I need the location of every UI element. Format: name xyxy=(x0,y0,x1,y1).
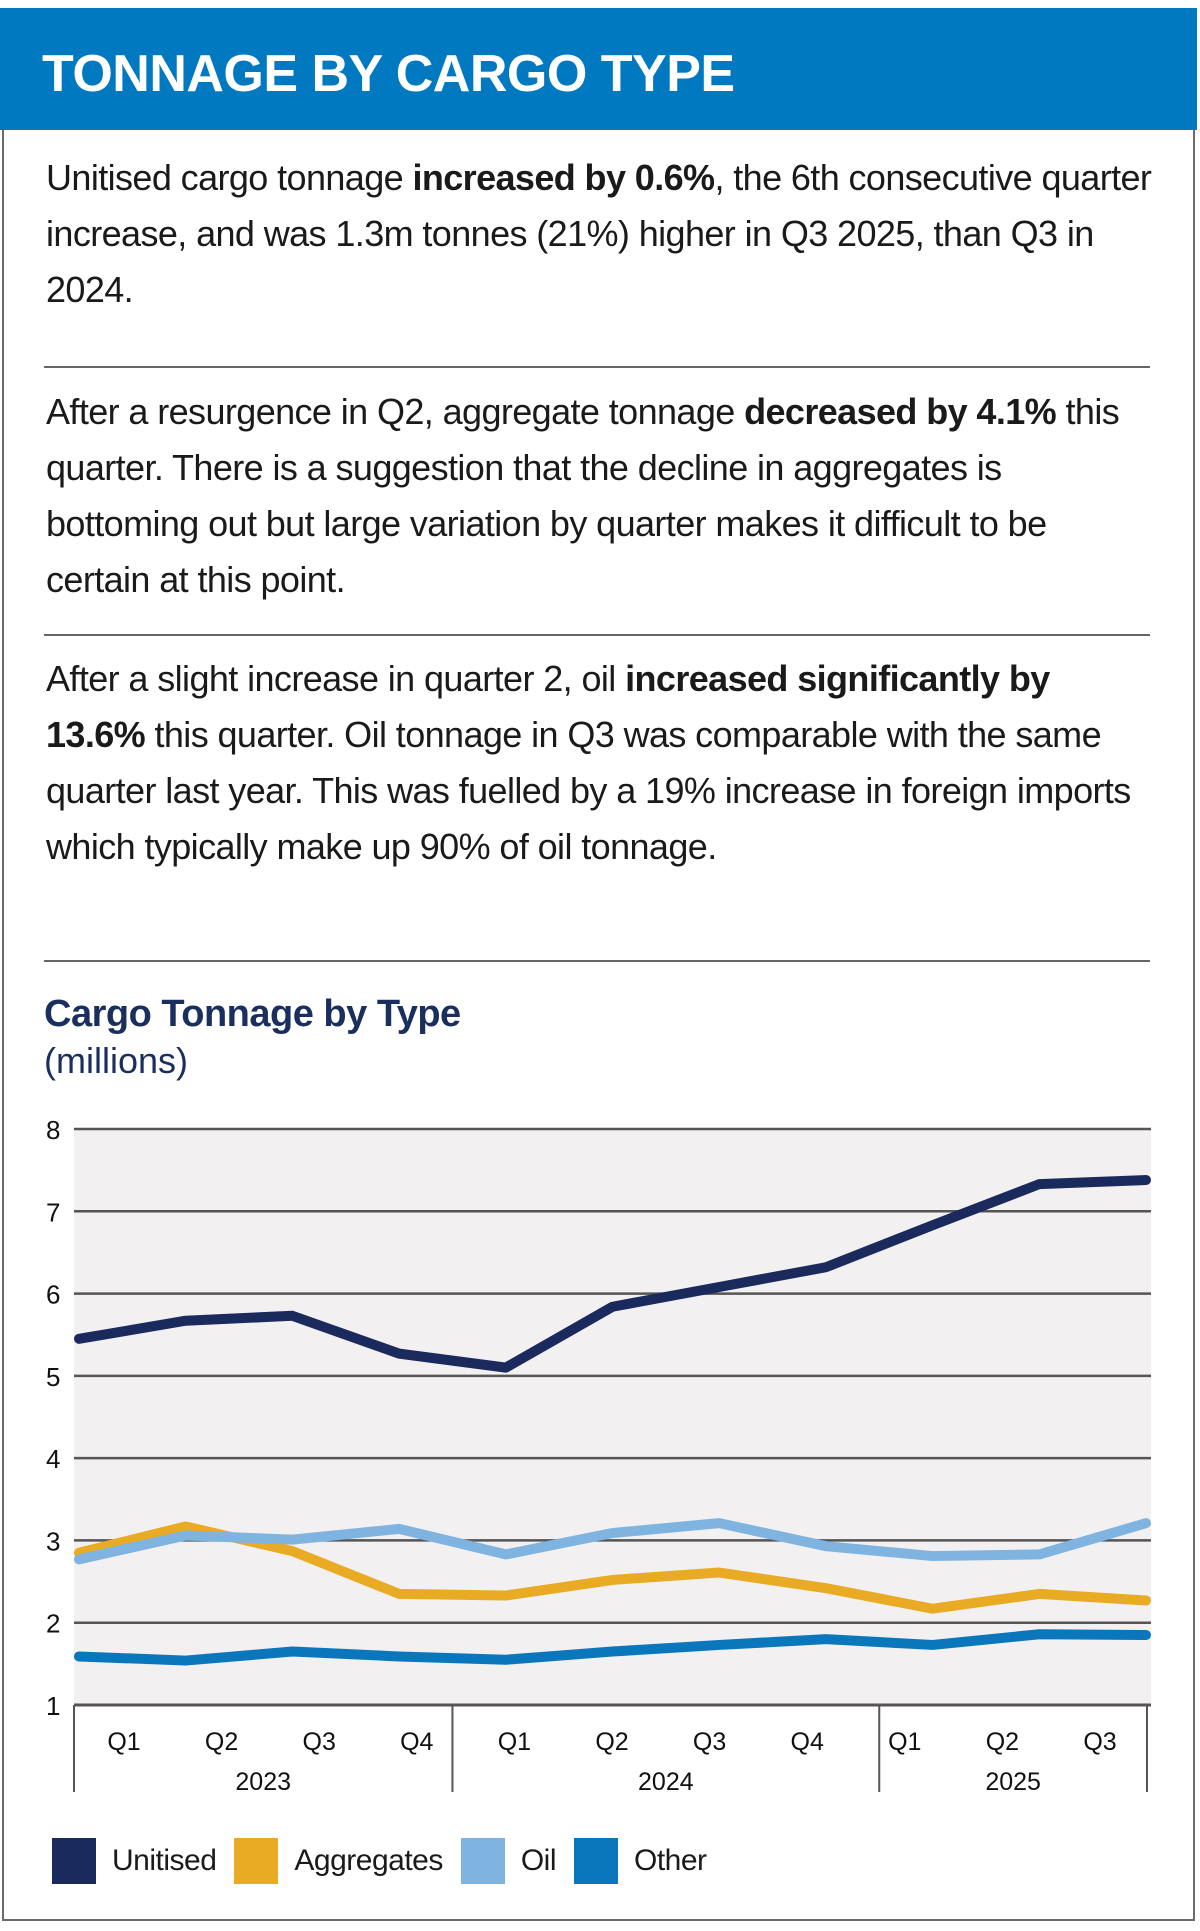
x-tick-label: Q4 xyxy=(400,1728,433,1756)
body-text: this quarter. There is a suggestion that… xyxy=(46,391,1120,600)
panel-header: TONNAGE BY CARGO TYPE xyxy=(0,8,1197,130)
divider xyxy=(44,366,1150,368)
x-tick-label: Q2 xyxy=(595,1728,628,1756)
y-tick-label: 7 xyxy=(46,1197,60,1227)
legend-item-other: Other xyxy=(574,1838,707,1884)
x-tick-label: Q3 xyxy=(693,1728,726,1756)
chart-title: Cargo Tonnage by Type xyxy=(44,993,461,1035)
paragraph-oil: After a slight increase in quarter 2, oi… xyxy=(46,651,1156,875)
plot-area xyxy=(74,1129,1151,1705)
body-text: After a resurgence in Q2, aggregate tonn… xyxy=(46,391,745,432)
legend-item-aggregates: Aggregates xyxy=(234,1838,443,1884)
legend-label: Unitised xyxy=(112,1844,217,1877)
chart-legend: Unitised Aggregates Oil Other xyxy=(52,1838,725,1884)
body-text: After a slight increase in quarter 2, oi… xyxy=(46,658,626,699)
y-tick-label: 3 xyxy=(46,1526,60,1556)
divider xyxy=(44,634,1150,636)
legend-swatch xyxy=(52,1838,96,1884)
y-tick-label: 5 xyxy=(46,1362,60,1392)
body-text: , the 6th consecutive quarter increase, … xyxy=(46,157,1152,310)
y-tick-label: 6 xyxy=(46,1280,60,1310)
legend-item-oil: Oil xyxy=(460,1838,557,1884)
legend-item-unitised: Unitised xyxy=(52,1838,217,1884)
y-tick-label: 2 xyxy=(46,1609,60,1639)
x-tick-label: Q3 xyxy=(303,1728,336,1756)
highlight-text: increased significantly by 13.6% xyxy=(46,658,1050,755)
legend-label: Aggregates xyxy=(294,1844,443,1877)
legend-label: Oil xyxy=(520,1844,557,1877)
x-year-label: 2025 xyxy=(985,1768,1041,1796)
panel-title: TONNAGE BY CARGO TYPE xyxy=(42,45,735,103)
x-tick-label: Q2 xyxy=(205,1728,238,1756)
y-tick-label: 8 xyxy=(46,1115,60,1145)
x-tick-label: Q2 xyxy=(986,1728,1019,1756)
x-tick-label: Q4 xyxy=(791,1728,824,1756)
legend-swatch xyxy=(460,1838,505,1884)
x-tick-label: Q1 xyxy=(888,1728,921,1756)
x-tick-label: Q1 xyxy=(498,1728,531,1756)
x-tick-label: Q1 xyxy=(107,1728,140,1756)
y-tick-label: 1 xyxy=(46,1691,60,1721)
paragraph-aggregates: After a resurgence in Q2, aggregate tonn… xyxy=(46,384,1156,608)
x-year-label: 2023 xyxy=(235,1768,291,1796)
paragraph-unitised: Unitised cargo tonnage increased by 0.6%… xyxy=(46,150,1156,318)
legend-label: Other xyxy=(634,1844,707,1877)
x-year-label: 2024 xyxy=(638,1768,694,1796)
highlight-text: increased by 0.6% xyxy=(412,157,715,198)
legend-swatch xyxy=(574,1838,619,1884)
chart-subtitle: (millions) xyxy=(44,1040,188,1081)
x-tick-label: Q3 xyxy=(1083,1728,1116,1756)
y-tick-label: 4 xyxy=(46,1444,60,1474)
body-text: this quarter. Oil tonnage in Q3 was comp… xyxy=(46,714,1131,867)
divider xyxy=(44,960,1150,962)
legend-swatch xyxy=(234,1838,279,1884)
highlight-text: decreased by 4.1% xyxy=(744,391,1057,432)
body-text: Unitised cargo tonnage xyxy=(46,157,413,198)
